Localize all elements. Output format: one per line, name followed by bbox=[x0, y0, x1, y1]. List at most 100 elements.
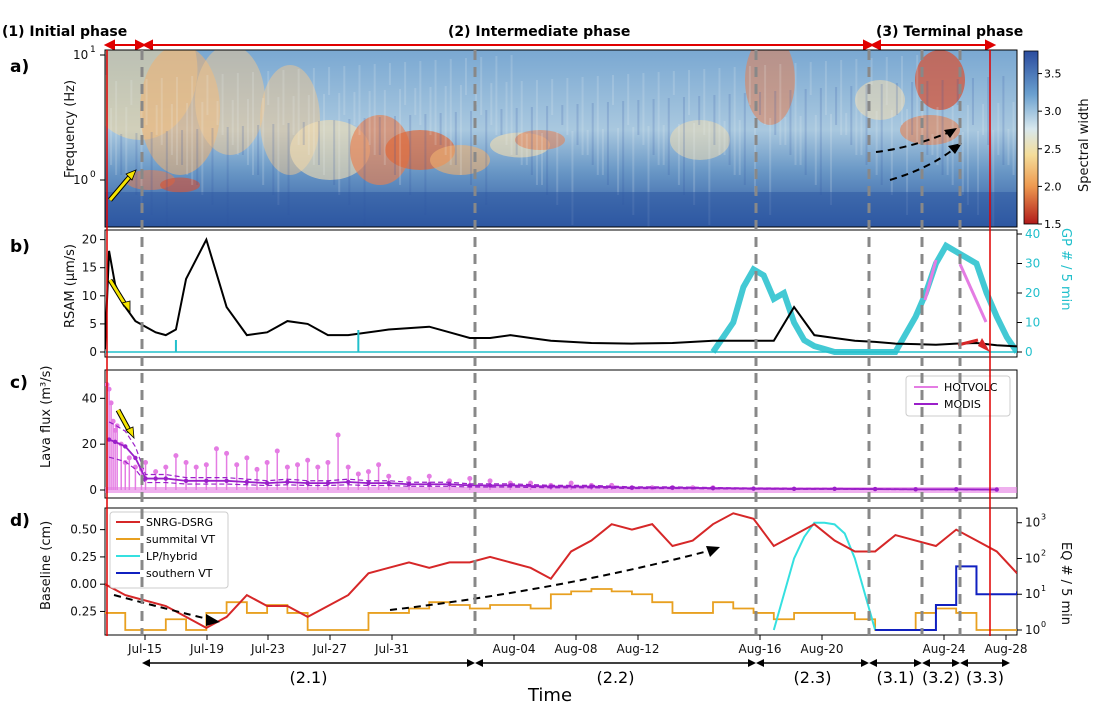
panel-d-y2tick-exp: 0 bbox=[1041, 620, 1046, 629]
heatmap-streak bbox=[596, 76, 599, 175]
heatmap-streak bbox=[125, 107, 128, 185]
modis-point bbox=[106, 437, 112, 442]
phase-intermediate-label: (2) Intermediate phase bbox=[448, 24, 630, 40]
heatmap-streak bbox=[292, 96, 295, 135]
heatmap-streak bbox=[419, 61, 422, 125]
heatmap-streak bbox=[987, 77, 990, 145]
x-tick-label: Jul-23 bbox=[250, 642, 285, 656]
hotvolc-point bbox=[345, 464, 351, 470]
heatmap-streak bbox=[333, 120, 336, 185]
lp-hybrid-line bbox=[772, 521, 877, 631]
heatmap-streak bbox=[470, 111, 473, 185]
heatmap-streak bbox=[206, 75, 209, 115]
panel-c-plot-area bbox=[105, 382, 1017, 493]
heatmap-streak bbox=[966, 105, 969, 205]
hotvolc-point bbox=[163, 464, 169, 470]
heatmap-streak bbox=[581, 77, 584, 155]
heatmap-streak bbox=[459, 85, 462, 175]
modis-point bbox=[285, 479, 290, 485]
heatmap-streak bbox=[688, 70, 691, 115]
x-tick-label: Jul-15 bbox=[127, 642, 162, 656]
x-axis-date-ticks: Jul-15 Jul-19 Jul-23 Jul-27 Jul-31 Aug-04 Aug-… bbox=[127, 635, 1028, 656]
heatmap-streak bbox=[571, 131, 574, 225]
heatmap-streak bbox=[495, 56, 498, 135]
modis-point bbox=[386, 480, 391, 486]
heatmap-streak bbox=[317, 121, 320, 165]
modis-point bbox=[487, 483, 493, 488]
heatmap-streak bbox=[814, 115, 817, 185]
heatmap-streak bbox=[794, 63, 797, 165]
heatmap-streak bbox=[383, 90, 386, 165]
modis-point bbox=[112, 439, 118, 445]
heatmap-streak bbox=[617, 128, 620, 195]
heatmap-streak bbox=[774, 91, 777, 135]
heatmap-streak bbox=[221, 74, 224, 135]
subphase-arrowhead bbox=[869, 659, 877, 667]
modis-point bbox=[346, 479, 351, 485]
modis-point bbox=[832, 486, 837, 492]
hotvolc-point bbox=[108, 400, 114, 406]
heatmap-streak bbox=[490, 83, 493, 125]
heatmap-streak bbox=[759, 92, 762, 115]
panel-a-ytick-10e0: 10 0 bbox=[73, 170, 105, 187]
subphase-arrowhead bbox=[475, 659, 483, 667]
modis-point bbox=[994, 487, 999, 492]
heatmap-streak bbox=[784, 117, 787, 145]
hotvolc-point bbox=[406, 476, 412, 482]
modis-point bbox=[163, 476, 168, 481]
modis-point bbox=[791, 486, 797, 492]
heatmap-streak bbox=[713, 95, 716, 145]
modis-point bbox=[548, 484, 554, 489]
panel-d-y2tick-exp: 3 bbox=[1041, 513, 1046, 522]
panel-d-arrowheads bbox=[206, 546, 720, 626]
panel-d-y2tick-label: 10 bbox=[1025, 623, 1040, 637]
heatmap-streak bbox=[682, 97, 685, 195]
heatmap-streak bbox=[170, 104, 173, 155]
hotvolc-point bbox=[112, 427, 118, 433]
hotvolc-point bbox=[126, 455, 132, 461]
heatmap-streak bbox=[865, 85, 868, 165]
heatmap-streak bbox=[642, 73, 645, 145]
heatmap-streak bbox=[566, 78, 569, 135]
panel-a-spectrogram: Frequency (Hz) 10 1 10 0 3.5 3.0 2.5 2.0 1.5… bbox=[63, 45, 1092, 231]
hotvolc-point bbox=[365, 469, 371, 475]
hotvolc-point bbox=[213, 446, 219, 452]
heatmap-streak bbox=[246, 99, 249, 165]
heatmap-streak bbox=[505, 82, 508, 145]
heatmap-streak bbox=[667, 98, 670, 175]
panel-a-ylabel: Frequency (Hz) bbox=[63, 80, 78, 178]
panel-a-ytick-base: 10 bbox=[73, 48, 88, 62]
phase-initial-label: (1) Initial phase bbox=[2, 24, 127, 40]
heatmap-streak bbox=[120, 134, 123, 175]
hotvolc-point bbox=[325, 460, 331, 465]
heatmap-streak bbox=[723, 121, 726, 155]
legend-southern-label: southern VT bbox=[146, 567, 213, 580]
heatmap-streak bbox=[622, 101, 625, 205]
panel-d-frame bbox=[104, 507, 1018, 636]
heatmap-streak bbox=[662, 125, 665, 165]
heatmap-streak bbox=[647, 126, 650, 227]
hotvolc-point bbox=[376, 462, 382, 468]
subphase-label: (3.2) bbox=[922, 668, 960, 687]
panel-b-y2tick-label: 0 bbox=[1025, 345, 1033, 359]
heatmap-streak bbox=[262, 98, 265, 185]
colorbar-tick-label: 3.5 bbox=[1044, 68, 1062, 81]
subphase-arrowhead bbox=[914, 659, 922, 667]
heatmap-streak bbox=[186, 103, 189, 175]
heatmap-streak bbox=[393, 116, 396, 175]
modis-point bbox=[589, 484, 594, 489]
heatmap-streak bbox=[115, 81, 118, 175]
modis-point bbox=[508, 483, 513, 488]
subphase-arrowhead bbox=[861, 659, 869, 667]
heatmap-streak bbox=[226, 127, 229, 225]
hotvolc-point bbox=[386, 473, 392, 479]
heatmap-streak bbox=[510, 55, 513, 155]
heatmap-streak bbox=[439, 113, 442, 145]
panel-b-y2tick-label: 40 bbox=[1025, 227, 1040, 241]
heatmap-streak bbox=[855, 59, 858, 155]
phase-arrows bbox=[103, 39, 997, 51]
x-tick-label: Aug-28 bbox=[984, 642, 1027, 656]
heatmap-streak bbox=[231, 100, 234, 145]
modis-lower-bound bbox=[108, 456, 997, 491]
